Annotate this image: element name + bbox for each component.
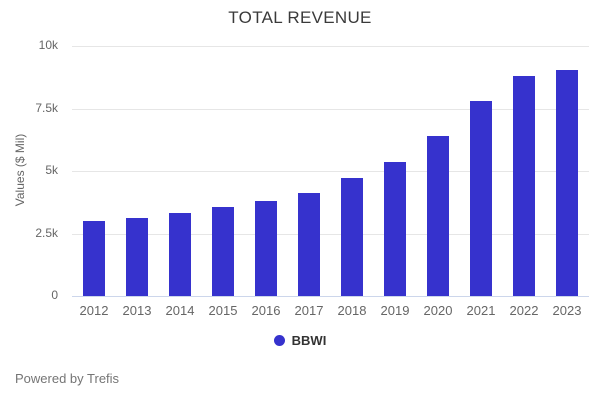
x-tick-label-2020: 2020 xyxy=(423,303,453,318)
gridline xyxy=(72,109,589,110)
y-tick-label: 0 xyxy=(51,288,58,302)
legend-marker-icon xyxy=(273,335,285,346)
x-tick-label-2022: 2022 xyxy=(509,303,539,318)
x-tick-label-2014: 2014 xyxy=(165,303,195,318)
gridline xyxy=(72,234,589,235)
x-tick-label-2012: 2012 xyxy=(79,303,109,318)
x-tick-label-2016: 2016 xyxy=(251,303,281,318)
bar-2023[interactable] xyxy=(556,70,578,296)
bar-2013[interactable] xyxy=(126,218,148,296)
x-tick-label-2021: 2021 xyxy=(466,303,496,318)
y-tick-label: 10k xyxy=(38,38,58,52)
bar-2019[interactable] xyxy=(384,162,406,296)
legend: BBWI xyxy=(0,333,600,348)
legend-item-bbwi[interactable]: BBWI xyxy=(273,333,327,348)
bar-2014[interactable] xyxy=(169,213,191,296)
bar-2012[interactable] xyxy=(83,221,105,296)
x-tick-label-2013: 2013 xyxy=(122,303,152,318)
bar-2020[interactable] xyxy=(427,136,449,296)
gridline xyxy=(72,171,589,172)
x-tick-label-2017: 2017 xyxy=(294,303,324,318)
bar-2017[interactable] xyxy=(298,193,320,296)
y-tick-label: 5k xyxy=(45,163,58,177)
x-tick-label-2015: 2015 xyxy=(208,303,238,318)
y-tick-label: 2.5k xyxy=(35,226,58,240)
plot-area xyxy=(72,46,589,297)
x-tick-label-2018: 2018 xyxy=(337,303,367,318)
y-tick-label: 7.5k xyxy=(35,101,58,115)
bar-2016[interactable] xyxy=(255,201,277,296)
bar-2021[interactable] xyxy=(470,101,492,296)
bar-2015[interactable] xyxy=(212,207,234,296)
x-tick-label-2019: 2019 xyxy=(380,303,410,318)
bar-2022[interactable] xyxy=(513,76,535,296)
gridline xyxy=(72,46,589,47)
bar-2018[interactable] xyxy=(341,178,363,296)
chart-title: TOTAL REVENUE xyxy=(228,8,372,27)
x-axis-line xyxy=(72,296,589,297)
legend-label: BBWI xyxy=(291,333,327,348)
powered-by-text: Powered by Trefis xyxy=(15,371,120,386)
x-tick-label-2023: 2023 xyxy=(552,303,582,318)
